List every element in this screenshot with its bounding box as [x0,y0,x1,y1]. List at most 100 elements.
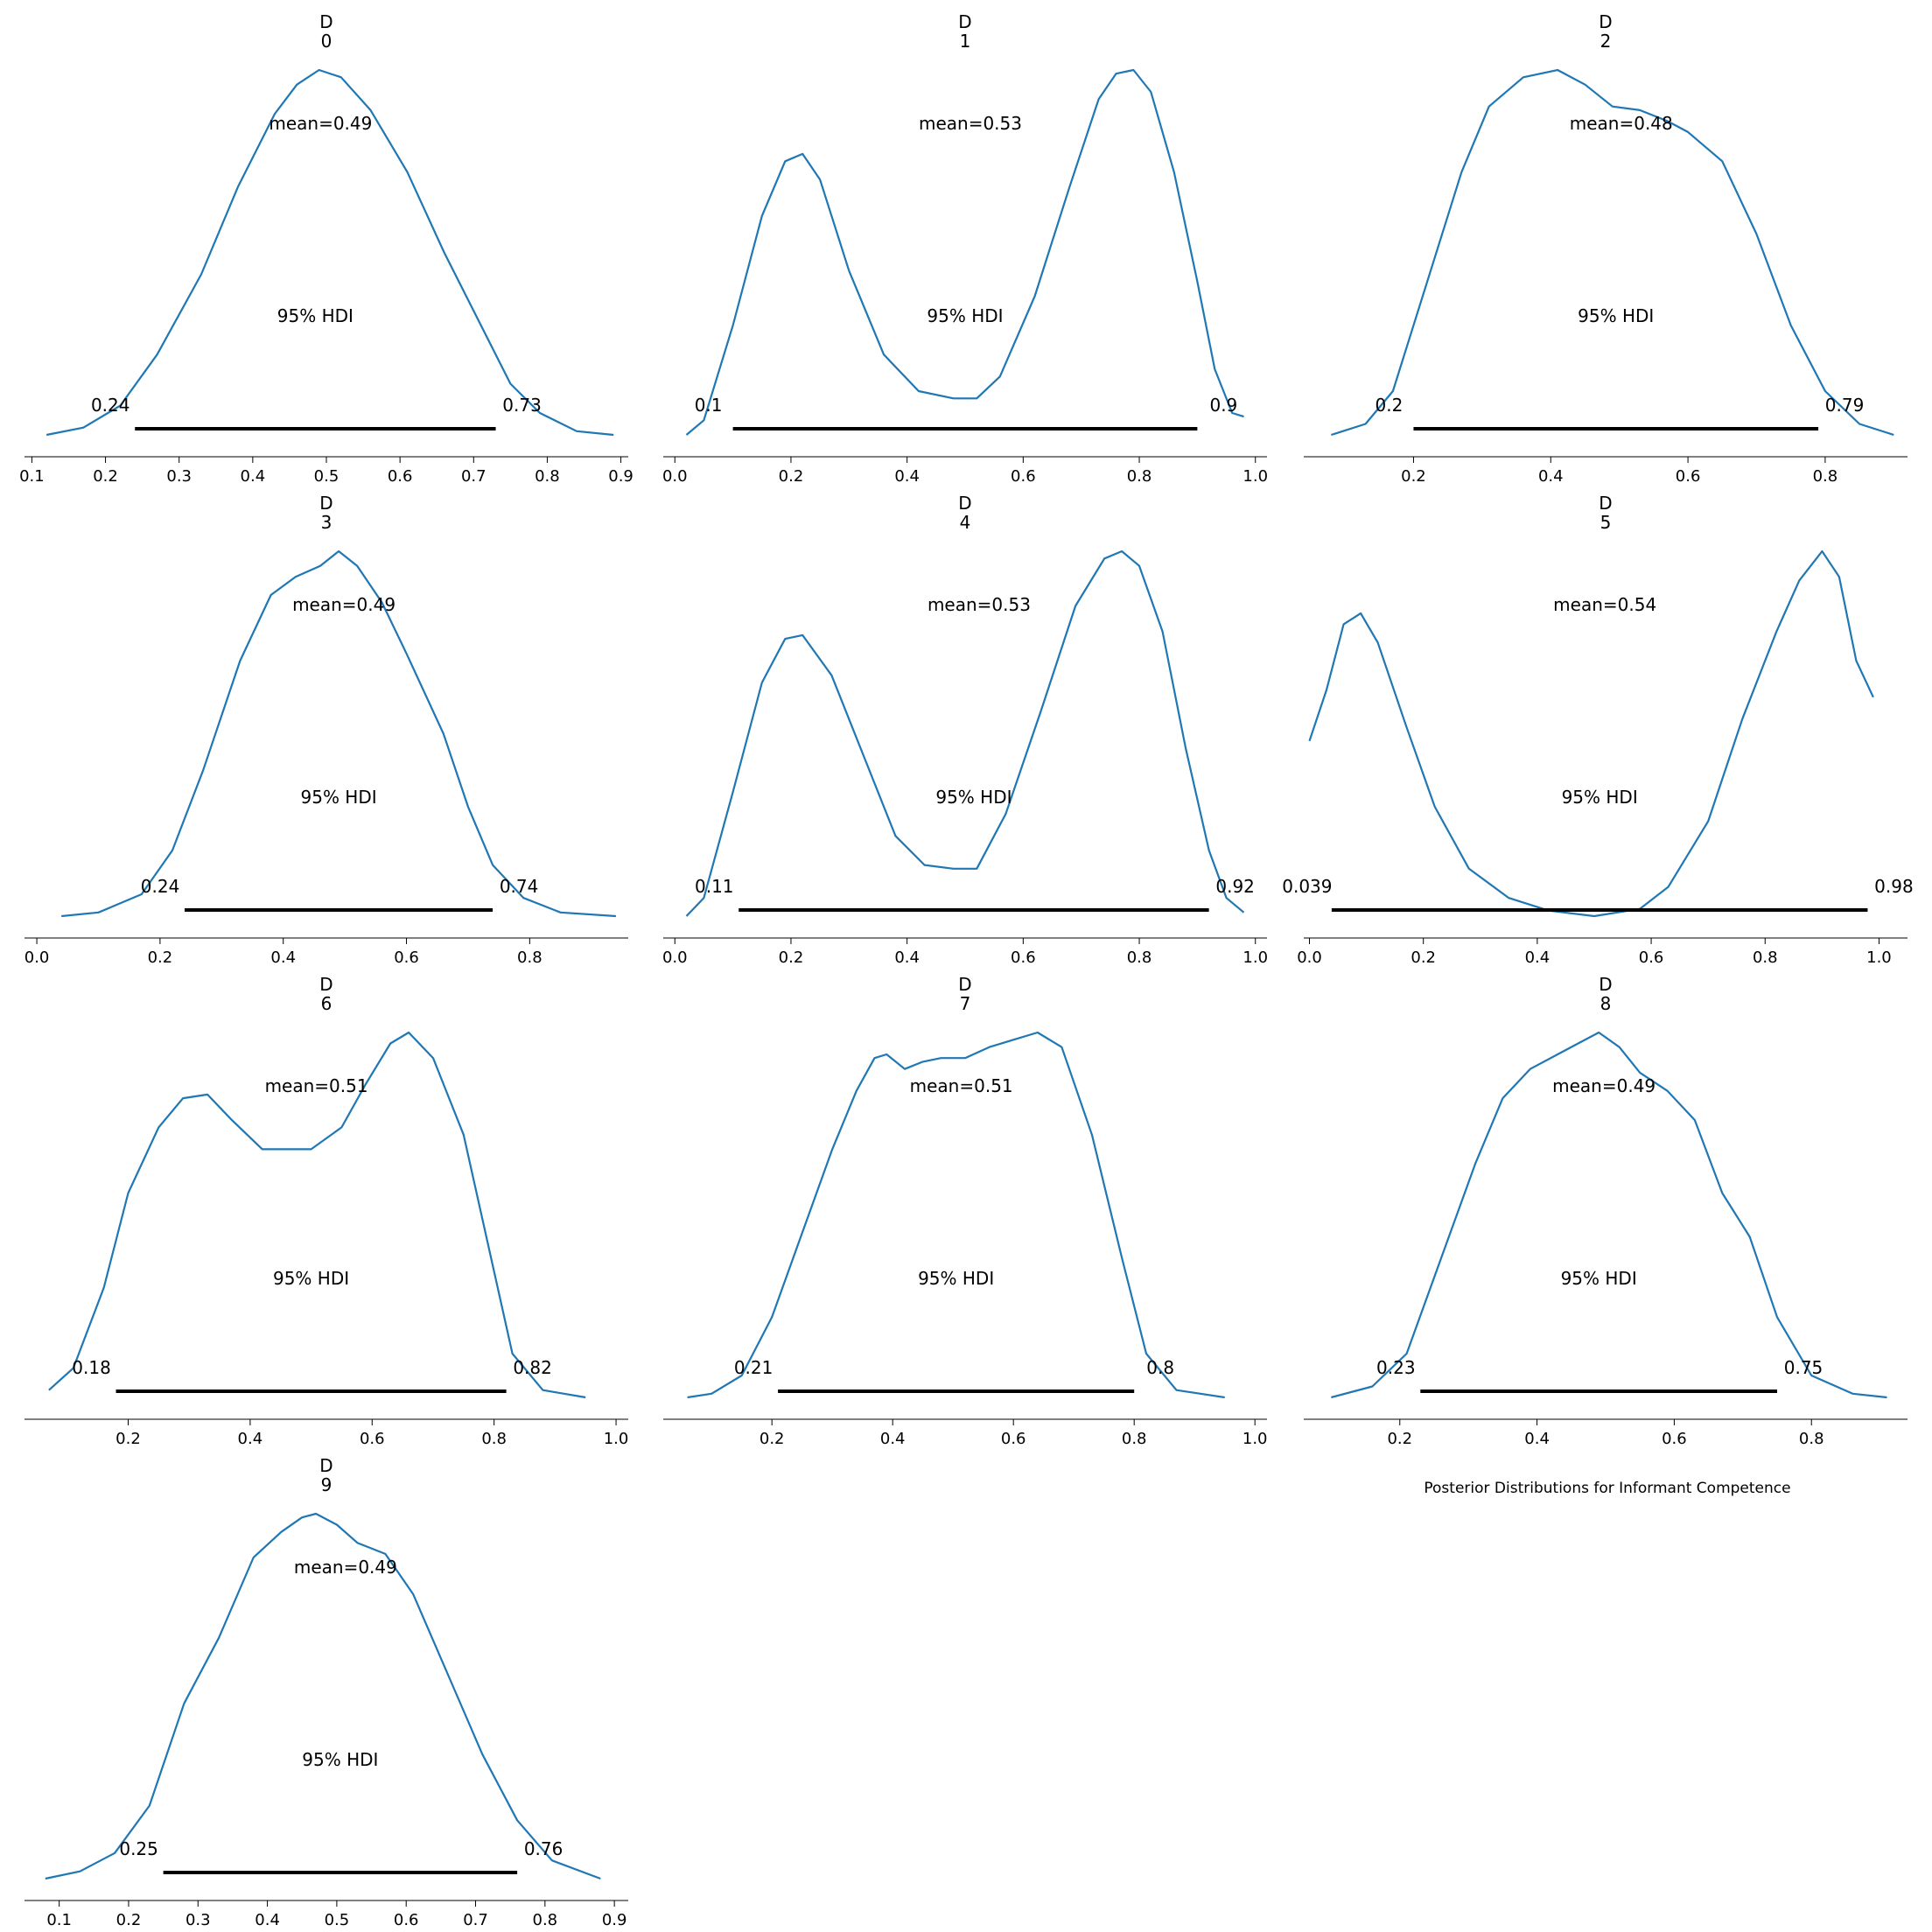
x-tick-label: 0.6 [388,467,413,486]
hdi-text: 95% HDI [1561,1268,1637,1289]
x-tick-label: 0.6 [1001,1430,1026,1448]
x-tick-label: 0.8 [1813,467,1838,486]
hdi-text: 95% HDI [1578,305,1654,326]
mean-label: mean=0.53 [919,113,1022,134]
mean-label: mean=0.51 [265,1075,368,1096]
x-tick-label: 0.2 [1410,948,1436,967]
x-tick-label: 0.6 [394,948,419,967]
subplot-2: D2 0.2 0.79 95% HDI mean=0.48 0.2 0.4 0.6 0.8 [1304,11,1908,486]
hdi-low-label: 0.11 [695,876,734,897]
hdi-high-label: 0.8 [1146,1357,1174,1378]
subplot-4: D4 0.11 0.92 95% HDI mean=0.53 0.0 0.2 0.4 0.6 0.… [662,493,1268,967]
x-tick-label: 0.2 [93,467,118,486]
x-tick-label: 0.4 [894,948,920,967]
hdi-low-label: 0.25 [119,1838,158,1859]
hdi-text: 95% HDI [277,305,354,326]
figure-suptitle: Posterior Distributions for Informant Co… [1424,1480,1790,1497]
subplot-7: D7 0.21 0.8 95% HDI mean=0.51 0.2 0.4 0.6 0.8 1.0 [663,974,1268,1448]
x-tick-label: 0.5 [325,1911,350,1929]
hdi-low-label: 0.18 [72,1357,111,1378]
hdi-low-label: 0.21 [734,1357,774,1378]
x-tick-label: 0.8 [535,467,560,486]
hdi-text: 95% HDI [301,787,377,808]
x-tick-label: 0.0 [24,948,50,967]
subplot-title-line1: D [1599,493,1612,514]
subplot-title-line1: D [958,11,971,32]
subplot-1: D1 0.1 0.9 95% HDI mean=0.53 0.0 0.2 0.4 0.6 0.8 1… [662,11,1268,486]
mean-label: mean=0.49 [292,594,396,615]
x-tick-label: 0.5 [314,467,340,486]
density-curve [685,68,1244,436]
x-tick-label: 0.4 [880,1430,906,1448]
x-tick-label: 0.8 [1127,467,1152,486]
x-tick-label: 0.9 [602,1911,627,1929]
hdi-text: 95% HDI [1562,787,1638,808]
mean-label: mean=0.49 [269,113,372,134]
density-curve [1331,1031,1887,1399]
subplot-0: D0 0.24 0.73 95% HDI mean=0.49 0.1 0.2 0.3 0.4 0.… [19,11,634,486]
hdi-high-label: 0.75 [1784,1357,1824,1378]
hdi-text: 95% HDI [935,787,1012,808]
hdi-low-label: 0.039 [1282,876,1332,897]
x-tick-label: 0.1 [46,1911,72,1929]
mean-label: mean=0.54 [1553,594,1656,615]
x-tick-label: 0.0 [662,467,688,486]
subplot-6: D6 0.18 0.82 95% HDI mean=0.51 0.2 0.4 0.6 0.8 1.… [24,974,628,1448]
x-tick-label: 0.8 [1753,948,1778,967]
x-tick-label: 0.4 [894,467,920,486]
x-tick-label: 0.4 [1524,1430,1550,1448]
x-tick-label: 0.2 [779,948,804,967]
density-curve [1331,68,1894,437]
subplot-title-line1: D [1599,11,1612,32]
x-tick-label: 0.6 [1011,948,1036,967]
hdi-low-label: 0.24 [141,876,180,897]
hdi-high-label: 0.82 [513,1357,552,1378]
density-curve [685,550,1245,917]
x-tick-label: 0.4 [255,1911,280,1929]
hdi-high-label: 0.74 [500,876,539,897]
x-tick-label: 0.2 [116,1430,141,1448]
subplot-title-line2: 7 [960,993,971,1014]
hdi-text: 95% HDI [918,1268,994,1289]
hdi-text: 95% HDI [302,1749,378,1770]
subplot-title-line1: D [319,1455,332,1476]
hdi-high-label: 0.9 [1209,395,1237,416]
x-tick-label: 1.0 [1866,948,1892,967]
x-tick-label: 0.8 [533,1911,558,1929]
hdi-text: 95% HDI [273,1268,349,1289]
x-tick-label: 0.9 [608,467,634,486]
subplot-title-line1: D [319,974,332,995]
x-tick-label: 0.0 [662,948,688,967]
subplot-title-line2: 8 [1600,993,1612,1014]
subplot-title-line2: 2 [1600,31,1612,52]
mean-label: mean=0.53 [928,594,1031,615]
density-curve [687,1031,1225,1399]
subplot-title-line2: 5 [1600,512,1612,533]
hdi-low-label: 0.1 [695,395,723,416]
x-tick-label: 0.8 [481,1430,507,1448]
x-tick-label: 0.8 [1122,1430,1147,1448]
x-tick-label: 0.2 [148,948,173,967]
x-tick-label: 0.8 [517,948,542,967]
x-tick-label: 0.0 [1297,948,1322,967]
x-tick-label: 0.6 [394,1911,419,1929]
x-tick-label: 0.4 [1538,467,1564,486]
subplot-title-line1: D [958,493,971,514]
x-tick-label: 0.2 [1387,1430,1412,1448]
density-curve [45,1512,601,1880]
subplot-title-line1: D [958,974,971,995]
hdi-high-label: 0.92 [1215,876,1255,897]
x-tick-label: 0.8 [1799,1430,1824,1448]
hdi-low-label: 0.2 [1376,395,1404,416]
hdi-high-label: 0.79 [1825,395,1865,416]
x-tick-label: 1.0 [604,1430,629,1448]
subplot-3: D3 0.24 0.74 95% HDI mean=0.49 0.0 0.2 0.4 0.6 0.… [24,493,628,967]
subplot-title-line2: 9 [321,1474,332,1495]
x-tick-label: 0.4 [270,948,296,967]
hdi-low-label: 0.23 [1376,1357,1416,1378]
x-tick-label: 0.6 [1011,467,1036,486]
x-tick-label: 0.3 [166,467,192,486]
subplot-title-line2: 1 [960,31,971,52]
x-tick-label: 0.2 [779,467,804,486]
